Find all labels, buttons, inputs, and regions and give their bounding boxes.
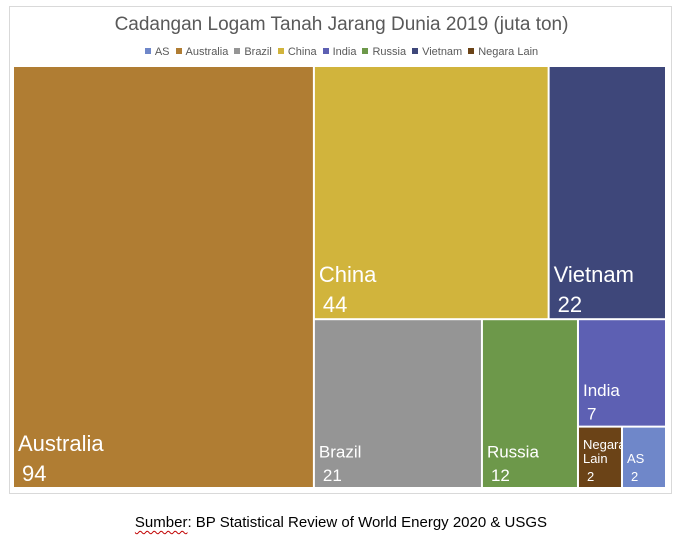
tile-label-china: China (319, 262, 377, 287)
tile-value-russia: 12 (491, 466, 510, 485)
tile-label-australia: Australia (18, 431, 104, 456)
legend-label: China (287, 46, 317, 58)
tile-label-india: India (583, 381, 620, 400)
tile-rect-vietnam (549, 67, 665, 319)
legend-label: India (332, 46, 357, 58)
source-text: : BP Statistical Review of World Energy … (187, 514, 548, 531)
legend-item-as: AS (144, 46, 170, 58)
source-caption: Sumber: BP Statistical Review of World E… (0, 514, 682, 531)
legend-swatch (412, 48, 419, 54)
tile-rect-china (314, 67, 548, 319)
tile-india: India 7 (578, 320, 665, 426)
legend-label: AS (154, 46, 170, 58)
tile-as: AS 2 (622, 427, 665, 487)
legend-swatch (322, 48, 329, 54)
tile-russia: Russia 12 (482, 320, 577, 487)
legend-label: Vietnam (422, 46, 463, 58)
tile-australia: Australia 94 (14, 67, 313, 487)
tile-value-vietnam: 22 (558, 292, 582, 317)
legend-label: Australia (185, 46, 229, 58)
tile-rect-as (622, 427, 665, 487)
tile-label-negara-lain: Lain (583, 451, 608, 466)
legend-swatch (468, 48, 475, 54)
tile-rect-australia (14, 67, 313, 487)
legend-item-china: China (277, 46, 317, 58)
tile-rect-india (578, 320, 665, 426)
tile-value-india: 7 (587, 405, 596, 424)
tile-label-negara-lain: Negara (583, 437, 626, 452)
legend-item-vietnam: Vietnam (412, 46, 462, 58)
legend-item-india: India (322, 46, 357, 58)
tile-brazil: Brazil 21 (314, 320, 481, 487)
tile-label-brazil: Brazil (319, 443, 362, 462)
legend-label: Negara Lain (478, 46, 539, 58)
tile-rect-brazil (314, 320, 481, 487)
legend-swatch (362, 48, 369, 54)
legend-label: Russia (372, 46, 407, 58)
tile-rect-russia (482, 320, 577, 487)
tile-label-as: AS (627, 451, 645, 466)
tile-value-brazil: 21 (323, 466, 342, 485)
tile-value-australia: 94 (22, 461, 46, 486)
legend-item-russia: Russia (362, 46, 406, 58)
tile-rect-negara-lain (578, 427, 621, 487)
legend: AS Australia Brazil China India Russia Vietnam… (10, 46, 673, 58)
legend-item-negara-lain: Negara Lain (468, 46, 538, 58)
legend-item-australia: Australia (175, 46, 229, 58)
tile-label-vietnam: Vietnam (554, 262, 634, 287)
legend-swatch (234, 48, 241, 54)
legend-label: Brazil (244, 46, 272, 58)
tile-china: China 44 (314, 67, 548, 319)
chart-title: Cadangan Logam Tanah Jarang Dunia 2019 (… (114, 14, 569, 35)
tile-vietnam: Vietnam 22 (549, 67, 665, 319)
tile-value-negara-lain: 2 (587, 469, 594, 484)
legend-swatch (175, 48, 182, 54)
legend-swatch (144, 48, 151, 54)
source-label: Sumber (134, 514, 188, 531)
legend-swatch (277, 48, 284, 54)
tile-value-as: 2 (631, 469, 638, 484)
tile-label-russia: Russia (487, 443, 540, 462)
legend-item-brazil: Brazil (234, 46, 272, 58)
tile-value-china: 44 (323, 292, 347, 317)
